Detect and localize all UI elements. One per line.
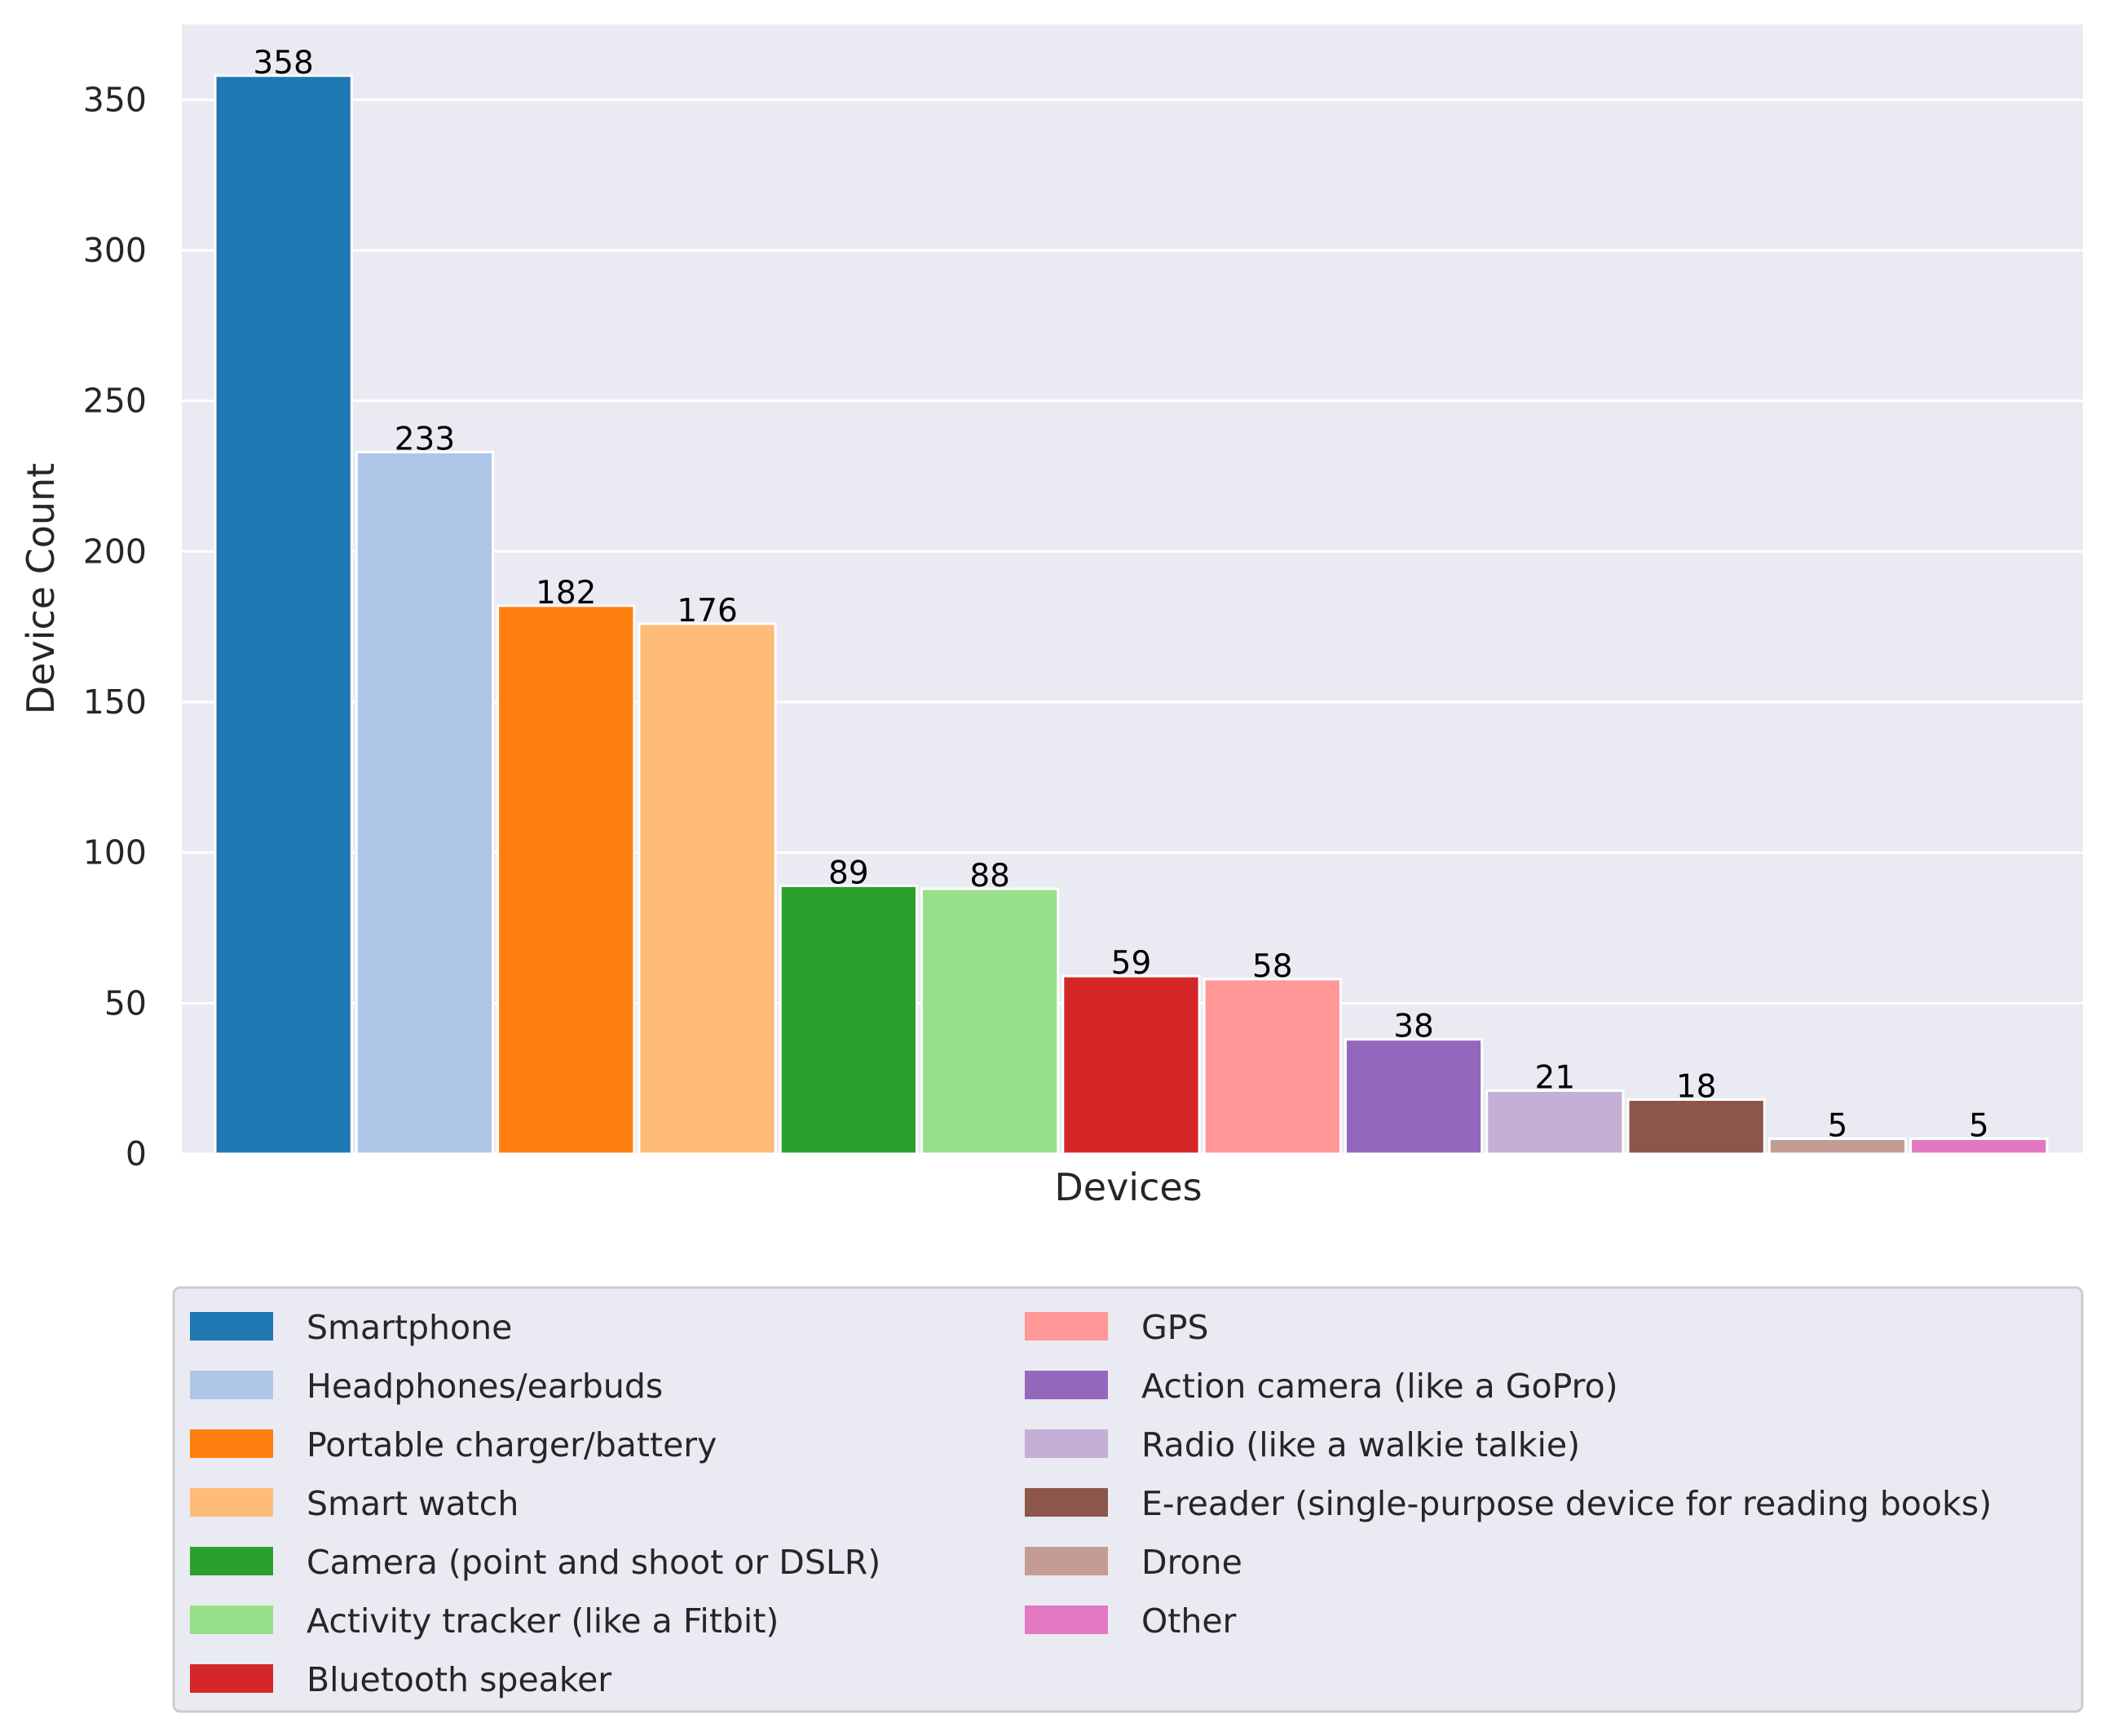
legend-label: GPS [1141,1308,1209,1347]
y-axis-label: Device Count [19,463,63,715]
legend-frame [172,1286,2084,1713]
y-axis-ticks: 0 50 100 150 200 250 300 350 [83,80,147,1173]
bar-value-label: 182 [536,575,596,612]
bar [920,887,1060,1155]
bar-value-label: 38 [1393,1009,1434,1045]
x-axis-label: Devices [1054,1165,1202,1209]
legend-swatch [190,1371,273,1399]
bar [1909,1137,2049,1155]
legend-swatch [1025,1429,1108,1458]
legend-swatch [190,1606,273,1634]
bar-value-label: 58 [1252,948,1293,985]
y-tick-label: 0 [126,1134,147,1173]
legend-swatch [1025,1488,1108,1517]
legend-label: Action camera (like a GoPro) [1141,1367,1618,1406]
y-tick-label: 100 [83,833,147,872]
legend: Smartphone Headphones/earbuds Portable cha… [172,1286,2084,1713]
bar [355,450,495,1155]
bar-value-label: 233 [395,421,455,457]
bar-value-label: 18 [1676,1069,1717,1106]
legend-label: Drone [1141,1543,1242,1582]
legend-swatch [1025,1312,1108,1341]
legend-swatch [190,1312,273,1341]
bar [214,74,353,1155]
legend-label: Smart watch [307,1484,519,1523]
bars [214,74,2049,1155]
bar-value-label: 21 [1535,1059,1576,1096]
legend-swatch [1025,1371,1108,1399]
legend-swatch [190,1547,273,1575]
bar [496,604,636,1155]
bar-value-label: 5 [1969,1108,1989,1145]
bar [1203,978,1342,1155]
legend-swatch [190,1488,273,1517]
legend-label: Camera (point and shoot or DSLR) [307,1543,880,1582]
legend-label: Activity tracker (like a Fitbit) [307,1601,779,1641]
bar-labels: 358 233 182 176 89 88 59 58 38 21 18 5 5 [253,45,1988,1145]
bar-value-label: 89 [828,855,869,891]
bar [1061,974,1201,1155]
y-tick-label: 300 [83,231,147,270]
y-tick-label: 50 [104,983,147,1023]
bar [1344,1038,1484,1155]
legend-label: Headphones/earbuds [307,1367,663,1406]
legend-label: Other [1141,1601,1237,1641]
legend-label: Bluetooth speaker [307,1660,611,1699]
legend-swatch [190,1664,273,1693]
bar-value-label: 88 [969,858,1010,895]
y-tick-label: 250 [83,382,147,421]
bar-value-label: 5 [1828,1108,1848,1145]
bar [779,884,919,1155]
bar-value-label: 176 [677,593,737,629]
bar [1485,1089,1625,1155]
bar [638,622,777,1155]
legend-swatch [1025,1606,1108,1634]
y-tick-label: 200 [83,532,147,571]
bar [1626,1098,1766,1155]
legend-swatch [1025,1547,1108,1575]
bar-value-label: 59 [1111,945,1152,982]
legend-swatch [190,1429,273,1458]
legend-label: E-reader (single-purpose device for read… [1141,1484,1992,1523]
legend-label: Portable charger/battery [307,1425,717,1464]
bar [1767,1137,1908,1155]
y-tick-label: 150 [83,682,147,722]
y-tick-label: 350 [83,80,147,119]
bar-value-label: 358 [253,45,313,82]
legend-label: Radio (like a walkie talkie) [1141,1425,1580,1464]
legend-label: Smartphone [307,1308,512,1347]
